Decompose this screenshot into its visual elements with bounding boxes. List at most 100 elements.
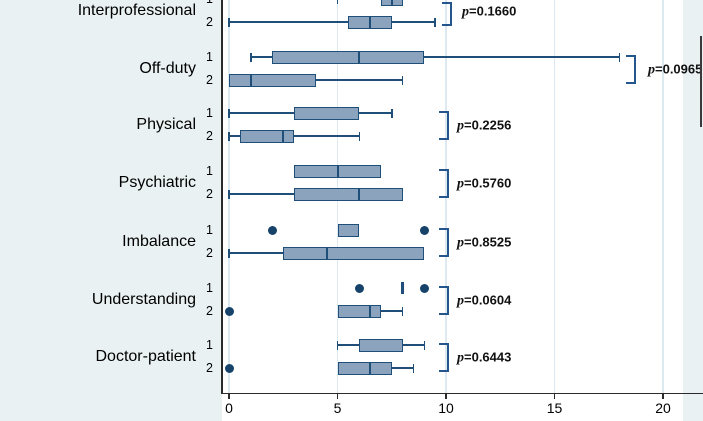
- median-line: [390, 0, 393, 6]
- pvalue-symbol: p: [648, 62, 655, 77]
- bracket-vertical: [447, 343, 449, 372]
- whisker-line: [294, 135, 360, 137]
- bracket-arm: [439, 286, 447, 288]
- pvalue-number: =0.5760: [464, 175, 512, 190]
- row-number-label: 1: [206, 338, 213, 352]
- whisker-line: [250, 56, 273, 58]
- bracket-arm: [442, 2, 450, 4]
- box: [337, 304, 381, 318]
- x-tick: [336, 393, 339, 399]
- whisker-line: [229, 252, 284, 254]
- box: [294, 106, 360, 120]
- whisker-cap: [250, 52, 252, 62]
- pvalue-label: p=0.2256: [457, 117, 511, 134]
- bracket-arm: [439, 343, 447, 345]
- whisker-cap: [401, 75, 404, 85]
- whisker-line: [391, 21, 436, 23]
- box: [283, 246, 425, 260]
- pvalue-label: p=0.5760: [457, 175, 511, 192]
- row-number-label: 2: [206, 361, 213, 375]
- whisker-line: [424, 56, 620, 58]
- row-number-label: 1: [206, 281, 213, 295]
- whisker-cap: [336, 340, 339, 350]
- category-panel: [0, 0, 222, 421]
- row-number-label: 1: [170, 0, 213, 6]
- x-tick-label: 10: [438, 400, 454, 416]
- x-tick: [228, 393, 230, 399]
- whisker-line: [229, 21, 349, 23]
- box: [272, 50, 425, 64]
- bracket-arm: [439, 196, 447, 198]
- row-number-label: 1: [206, 106, 213, 120]
- outlier-dot: [267, 225, 277, 235]
- whisker-cap: [336, 0, 339, 4]
- box: [229, 73, 316, 87]
- bracket-arm: [439, 169, 447, 171]
- y-axis-line: [221, 0, 223, 394]
- pvalue-label: p=0.0604: [457, 292, 511, 309]
- median-line: [325, 246, 328, 260]
- row-number-label: 1: [206, 164, 213, 178]
- bracket-vertical: [634, 55, 636, 84]
- whisker-line: [229, 135, 240, 137]
- bracket-vertical: [450, 2, 452, 26]
- median-line: [358, 50, 361, 64]
- collapsed-box: [401, 282, 404, 294]
- x-tick-label: 5: [333, 400, 342, 416]
- whisker-cap: [358, 131, 360, 141]
- box: [239, 129, 295, 143]
- box: [294, 187, 403, 201]
- bracket-arm: [439, 255, 447, 257]
- whisker-cap: [391, 108, 393, 118]
- x-tick: [553, 393, 556, 399]
- pvalue-symbol: p: [462, 4, 469, 19]
- row-number-label: 1: [206, 223, 213, 237]
- whisker-line: [315, 79, 403, 81]
- whisker-cap: [401, 306, 404, 316]
- whisker-cap: [434, 17, 436, 27]
- pvalue-number: =0.8525: [464, 234, 512, 249]
- bracket-vertical: [447, 286, 449, 315]
- whisker-cap: [423, 340, 426, 350]
- bracket-vertical: [447, 169, 449, 198]
- bracket-arm: [626, 82, 634, 84]
- outlier-dot: [224, 363, 234, 373]
- outlier-dot: [419, 225, 429, 235]
- bracket-arm: [439, 228, 447, 230]
- bracket-arm: [439, 370, 447, 372]
- category-label: Imbalance: [122, 232, 196, 250]
- whisker-cap: [228, 131, 230, 141]
- pvalue-label: p=0.1660: [462, 3, 516, 20]
- row-number-label: 1: [206, 50, 213, 64]
- x-tick-label: 0: [225, 400, 233, 416]
- median-line: [282, 129, 285, 143]
- pvalue-symbol: p: [457, 235, 464, 250]
- pvalue-number: =0.1660: [469, 3, 517, 18]
- category-label: Off-duty: [139, 59, 196, 77]
- pvalue-symbol: p: [457, 176, 464, 191]
- median-line: [369, 361, 372, 375]
- median-line: [369, 304, 372, 318]
- median-line: [336, 164, 339, 178]
- box: [337, 223, 360, 237]
- category-label: Psychiatric: [118, 173, 196, 191]
- category-label: Doctor-patient: [95, 347, 197, 365]
- x-tick-label: 20: [655, 400, 671, 416]
- pvalue-symbol: p: [457, 350, 464, 365]
- pvalue-number: =0.0965: [655, 61, 703, 76]
- right-frame-line: [699, 36, 702, 127]
- pvalue-number: =0.2256: [464, 117, 512, 132]
- whisker-line: [402, 344, 425, 346]
- whisker-cap: [228, 248, 230, 258]
- whisker-cap: [228, 108, 230, 118]
- box: [337, 361, 392, 375]
- gridline: [662, 0, 664, 393]
- row-number-label: 2: [206, 129, 213, 143]
- bracket-arm: [439, 138, 447, 140]
- pvalue-number: =0.6443: [464, 349, 512, 364]
- whisker-line: [229, 112, 295, 114]
- pvalue-label: p=0.6443: [457, 349, 511, 366]
- right-margin-strip: [683, 0, 703, 421]
